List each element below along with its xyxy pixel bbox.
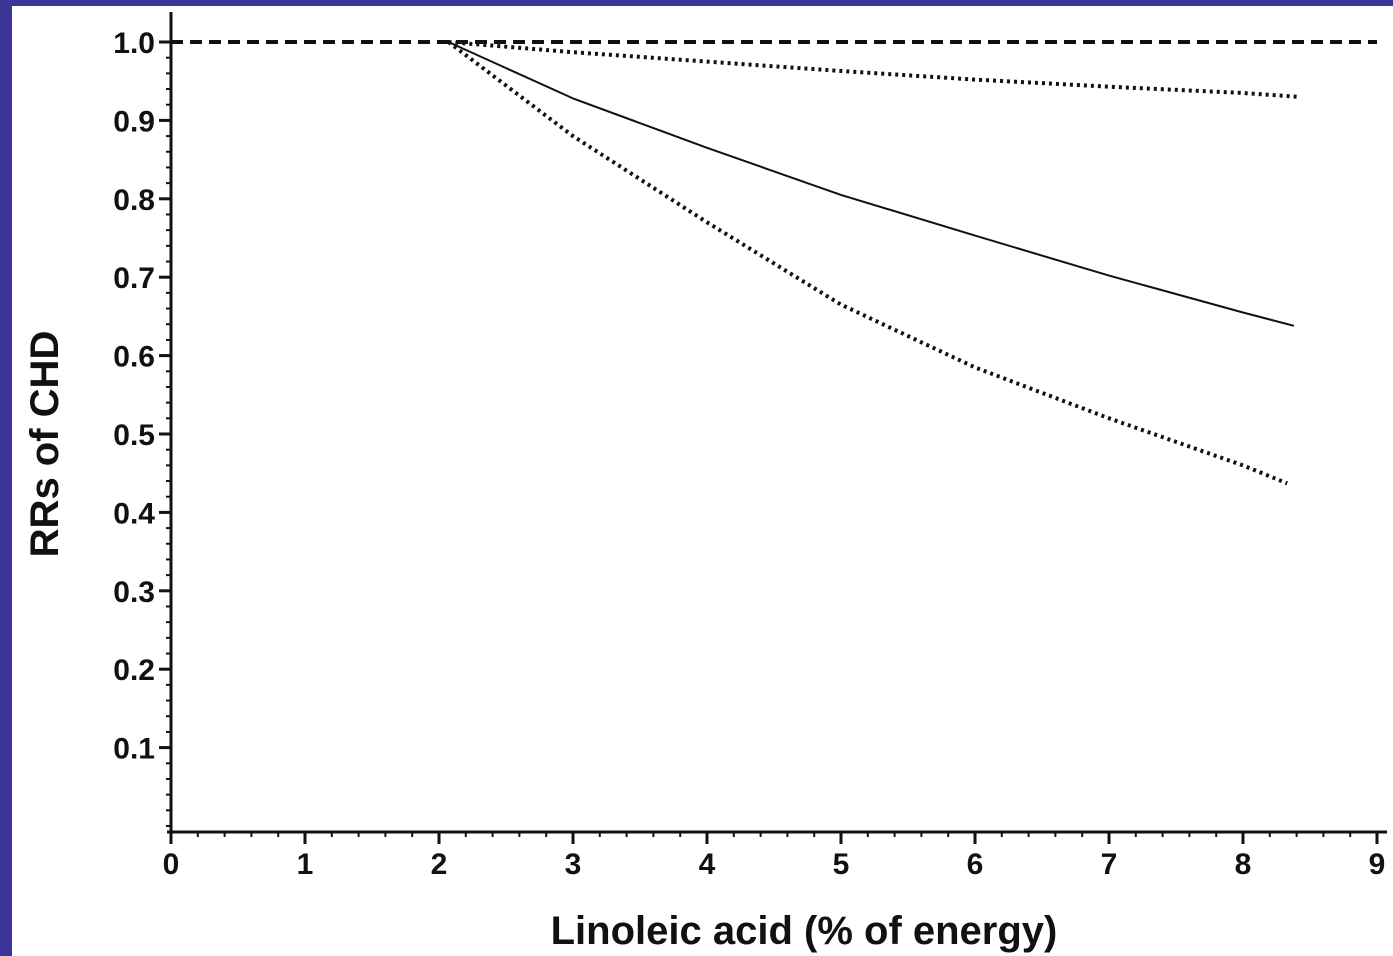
y-tick-label: 0.8 bbox=[113, 184, 155, 217]
x-axis-title: Linoleic acid (% of energy) bbox=[551, 909, 1058, 953]
x-tick-label: 3 bbox=[565, 848, 582, 881]
y-axis-title: RRs of CHD bbox=[23, 331, 67, 558]
y-tick-label: 0.2 bbox=[113, 654, 155, 687]
chart-axes bbox=[167, 12, 1387, 834]
chart-svg: 0.1 0.2 0.3 0.4 0.5 0.6 0.7 0.8 0.9 1.0 0 1 2 3 4 5 6 7 8 9… bbox=[23, 12, 1387, 953]
x-tick-label: 9 bbox=[1369, 848, 1386, 881]
x-tick-label: 6 bbox=[967, 848, 984, 881]
series-line-4 bbox=[447, 40, 1288, 486]
y-tick-label: 1.0 bbox=[113, 27, 155, 60]
x-tick-label: 1 bbox=[297, 848, 314, 881]
y-tick-label: 0.7 bbox=[113, 262, 155, 295]
ticks-layer: 0.1 0.2 0.3 0.4 0.5 0.6 0.7 0.8 0.9 1.0 0 1 2 3 4 5 6 7 8 9 bbox=[113, 27, 1385, 881]
series-line-3 bbox=[447, 41, 1295, 327]
y-tick-label: 0.5 bbox=[113, 419, 155, 452]
x-tick-label: 2 bbox=[431, 848, 448, 881]
y-tick-label: 0.3 bbox=[113, 576, 155, 609]
x-tick-label: 7 bbox=[1101, 848, 1118, 881]
y-tick-label: 0.9 bbox=[113, 105, 155, 138]
y-tick-label: 0.4 bbox=[113, 497, 155, 530]
y-tick-label: 0.6 bbox=[113, 341, 155, 374]
x-tick-label: 5 bbox=[833, 848, 850, 881]
x-tick-label: 4 bbox=[699, 848, 716, 881]
series-line-2 bbox=[448, 40, 1300, 99]
y-tick-label: 0.1 bbox=[113, 733, 155, 766]
chart-frame: 0.1 0.2 0.3 0.4 0.5 0.6 0.7 0.8 0.9 1.0 0 1 2 3 4 5 6 7 8 9… bbox=[12, 6, 1393, 956]
x-tick-label: 0 bbox=[163, 848, 180, 881]
x-tick-label: 8 bbox=[1235, 848, 1252, 881]
series-layer bbox=[171, 40, 1377, 486]
